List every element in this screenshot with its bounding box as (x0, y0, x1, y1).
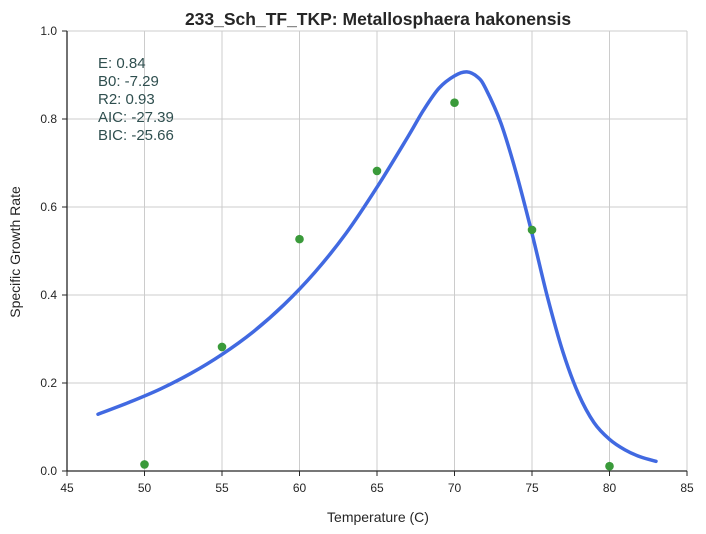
data-point (217, 342, 227, 352)
x-tick-label: 70 (448, 481, 462, 495)
x-tick-label: 55 (215, 481, 229, 495)
data-point (450, 98, 459, 108)
fit-statistic-line: B0: -7.29 (98, 73, 159, 90)
chart-title: 233_Sch_TF_TKP: Metallosphaera hakonensi… (185, 9, 571, 29)
fit-statistic-line: BIC: -25.66 (98, 127, 174, 144)
y-axis-ticks: 0.0 0.2 0.4 0.6 0.8 1.0 (40, 24, 67, 478)
y-tick-label: 1.0 (40, 24, 57, 38)
data-point (605, 461, 614, 471)
y-tick-label: 0.2 (40, 376, 57, 390)
x-tick-label: 80 (603, 481, 617, 495)
data-point (527, 225, 537, 235)
fit-statistic-line: E: 0.84 (98, 55, 146, 72)
y-axis-label: Specific Growth Rate (7, 186, 23, 318)
x-tick-label: 85 (680, 481, 694, 495)
data-point (140, 460, 149, 469)
data-point (295, 234, 304, 244)
y-tick-label: 0.0 (40, 464, 57, 478)
x-tick-label: 45 (60, 481, 74, 495)
x-axis-ticks: 45 50 55 60 65 70 75 80 85 (60, 471, 694, 495)
y-tick-label: 0.6 (40, 200, 57, 214)
plot-area (96, 70, 658, 471)
x-tick-label: 60 (293, 481, 307, 495)
data-point (372, 166, 382, 176)
fit-curve-line (96, 70, 658, 464)
x-axis-label: Temperature (C) (327, 509, 429, 525)
y-tick-label: 0.8 (40, 112, 57, 126)
x-tick-label: 65 (370, 481, 384, 495)
fit-statistic-line: R2: 0.93 (98, 91, 155, 108)
fit-statistic-line: AIC: -27.39 (98, 109, 174, 126)
x-tick-label: 75 (525, 481, 539, 495)
y-tick-label: 0.4 (40, 288, 57, 302)
x-tick-label: 50 (138, 481, 152, 495)
